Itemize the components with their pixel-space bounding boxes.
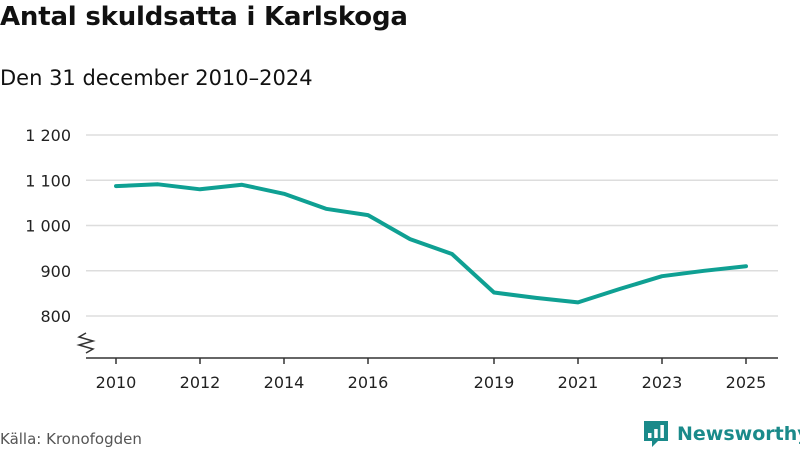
- x-tick-label: 2016: [348, 373, 389, 392]
- y-tick-label: 1 100: [25, 171, 71, 190]
- x-tick-label: 2025: [726, 373, 767, 392]
- y-tick-label: 900: [40, 262, 71, 281]
- y-tick-label: 800: [40, 307, 71, 326]
- bar-chart-speech-bubble-icon: [644, 421, 668, 447]
- axis-break-mark: [76, 332, 96, 354]
- x-tick-label: 2014: [264, 373, 305, 392]
- series-line: [114, 182, 748, 305]
- chart-subtitle: Den 31 december 2010–2024: [0, 66, 313, 90]
- source-note: Källa: Kronofogden: [0, 430, 142, 448]
- x-tick-label: 2010: [96, 373, 137, 392]
- newsworthy-logo: Newsworthy: [644, 421, 800, 447]
- x-tick-label: 2023: [642, 373, 683, 392]
- y-tick-label: 1 000: [25, 217, 71, 236]
- x-tick-label: 2019: [474, 373, 515, 392]
- y-tick-label: 1 200: [25, 126, 71, 145]
- x-tick-label: 2012: [180, 373, 221, 392]
- x-tick-label: 2021: [558, 373, 599, 392]
- chart-title: Antal skuldsatta i Karlskoga: [0, 2, 408, 32]
- brand-name: Newsworthy: [677, 423, 800, 445]
